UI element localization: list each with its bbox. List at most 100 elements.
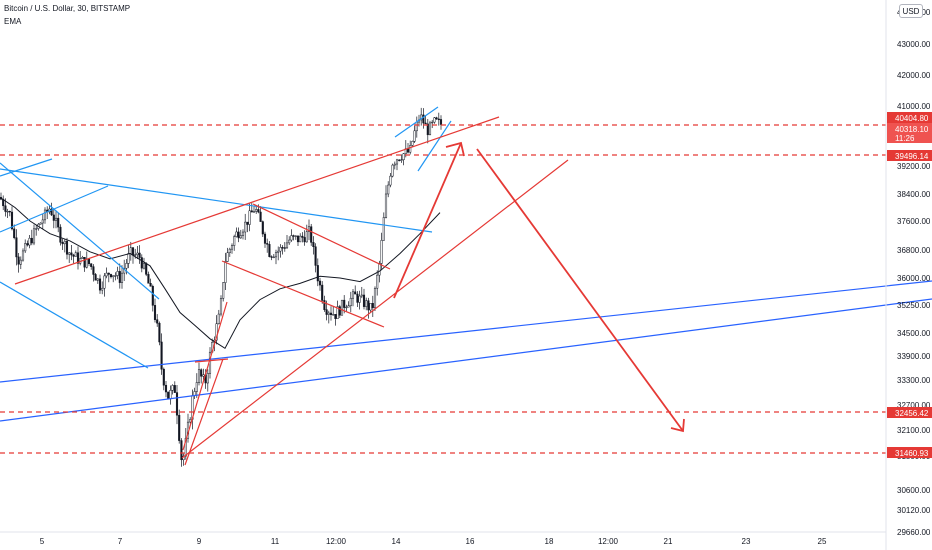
candle-down bbox=[257, 209, 260, 213]
candle-down bbox=[50, 208, 53, 216]
candle-up bbox=[400, 159, 403, 161]
candle-up bbox=[105, 272, 108, 277]
red-small-right bbox=[182, 301, 228, 451]
candle-down bbox=[76, 252, 80, 264]
candle-down bbox=[303, 237, 306, 243]
candle-up bbox=[215, 323, 218, 341]
time-tick-label: 18 bbox=[545, 537, 554, 546]
candle-up bbox=[382, 217, 385, 241]
price-tick-label: 30600.00 bbox=[897, 486, 931, 495]
candle-up bbox=[340, 299, 344, 316]
candle-down bbox=[90, 263, 93, 267]
price-tick-label: 34500.00 bbox=[897, 329, 931, 338]
blue-channel-top bbox=[0, 168, 433, 233]
candle-up bbox=[378, 263, 381, 276]
candle-down bbox=[107, 272, 110, 275]
candle-down bbox=[296, 235, 300, 243]
blue-cross-3 bbox=[0, 162, 160, 300]
candle-down bbox=[354, 291, 357, 295]
price-label-box bbox=[887, 407, 932, 418]
candle-down bbox=[98, 278, 102, 291]
price-tick-label: 36000.00 bbox=[897, 274, 931, 283]
candle-down bbox=[323, 300, 326, 310]
candle-up bbox=[68, 252, 71, 255]
candle-up bbox=[228, 248, 231, 253]
price-tick-label: 35250.00 bbox=[897, 301, 931, 310]
candle-down bbox=[70, 252, 73, 256]
candle-down bbox=[329, 312, 333, 315]
blue-trendline-lower bbox=[0, 298, 932, 422]
candle-up bbox=[54, 217, 58, 221]
candle-up bbox=[376, 274, 379, 289]
candle-up bbox=[387, 184, 390, 195]
price-tick-label: 32700.00 bbox=[897, 401, 931, 410]
candle-down bbox=[314, 246, 317, 266]
candle-up bbox=[373, 287, 377, 309]
candle-down bbox=[151, 286, 154, 306]
candle-up bbox=[195, 382, 198, 392]
price-label-box bbox=[887, 447, 932, 458]
candle-up bbox=[336, 306, 339, 319]
time-tick-label: 5 bbox=[40, 537, 45, 546]
price-tick-label: 30120.00 bbox=[897, 506, 931, 515]
blue-flag-top bbox=[394, 106, 439, 138]
price-tick-label: 38400.00 bbox=[897, 190, 931, 199]
candle-up bbox=[74, 252, 77, 257]
price-label-text: 39496.14 bbox=[895, 152, 929, 161]
price-tick-label: 32100.00 bbox=[897, 426, 931, 435]
candle-down bbox=[156, 319, 159, 324]
candle-up bbox=[288, 239, 291, 244]
candle-down bbox=[371, 303, 374, 309]
candle-down bbox=[426, 123, 429, 136]
blue-flag-bottom bbox=[417, 120, 452, 172]
candle-up bbox=[85, 258, 88, 268]
countdown-box bbox=[887, 133, 932, 143]
candle-down bbox=[422, 114, 425, 124]
candle-down bbox=[162, 368, 165, 386]
candle-up bbox=[307, 226, 311, 232]
candle-up bbox=[365, 300, 368, 307]
candle-down bbox=[312, 242, 315, 248]
price-label-box bbox=[887, 150, 932, 161]
candle-up bbox=[294, 235, 297, 237]
candle-down bbox=[4, 205, 7, 212]
candle-down bbox=[158, 322, 161, 343]
candle-down bbox=[178, 414, 181, 441]
candle-down bbox=[30, 237, 33, 244]
candle-up bbox=[277, 250, 280, 253]
time-axis: 5 7 9 11 12:00 14 16 18 12:00 21 23 25 bbox=[40, 537, 827, 546]
candle-up bbox=[274, 252, 278, 258]
candle-up bbox=[411, 141, 414, 146]
price-label-box bbox=[887, 123, 932, 134]
candle-up bbox=[433, 117, 436, 123]
red-channel-top bbox=[14, 116, 500, 285]
price-label-text: 40318.10 bbox=[895, 125, 929, 134]
candle-up bbox=[127, 253, 130, 264]
candle-down bbox=[263, 233, 267, 244]
candle-down bbox=[180, 440, 183, 461]
candle-up bbox=[431, 121, 434, 124]
time-tick-label: 9 bbox=[197, 537, 202, 546]
indicator-label[interactable]: EMA bbox=[4, 17, 22, 26]
candle-up bbox=[6, 211, 9, 213]
candle-up bbox=[21, 250, 25, 261]
drawing-tools bbox=[0, 106, 932, 466]
candle-up bbox=[233, 236, 236, 246]
price-tick-label: 33900.00 bbox=[897, 352, 931, 361]
time-tick-label: 14 bbox=[392, 537, 401, 546]
candle-down bbox=[65, 240, 69, 255]
candle-up bbox=[347, 305, 350, 308]
arrow-down bbox=[476, 148, 685, 433]
candle-up bbox=[239, 235, 242, 239]
candle-up bbox=[28, 237, 31, 246]
price-label-text: 40404.80 bbox=[895, 114, 929, 123]
candle-down bbox=[367, 300, 370, 311]
candle-down bbox=[439, 119, 443, 125]
red-flag-bottom bbox=[221, 260, 385, 328]
candle-up bbox=[244, 221, 247, 233]
candle-up bbox=[35, 228, 38, 230]
candle-down bbox=[57, 217, 60, 228]
currency-button[interactable]: USD bbox=[899, 4, 923, 18]
